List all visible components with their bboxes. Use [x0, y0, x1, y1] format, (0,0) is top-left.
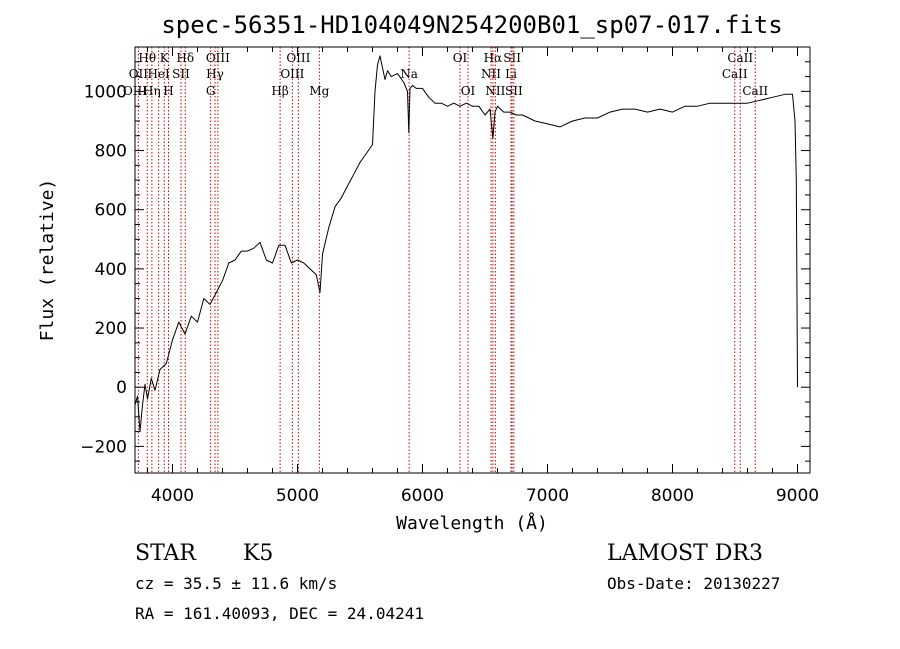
x-axis-label: Wavelength (Å) [396, 512, 548, 534]
y-tick-label: 1000 [84, 82, 127, 102]
y-axis-label: Flux (relative) [37, 179, 58, 342]
x-tick-label: 9000 [776, 486, 819, 506]
redshift-info: cz = 35.5 ± 11.6 km/s [135, 574, 337, 593]
y-tick-label: 400 [95, 260, 127, 280]
line-mark-label: SII [503, 51, 521, 65]
x-tick-label: 8000 [651, 486, 694, 506]
line-mark-label: OIII [286, 51, 310, 65]
line-mark-label: Hθ [138, 51, 156, 65]
x-tick-label: 4000 [151, 486, 194, 506]
line-mark-label: Hβ [271, 84, 288, 98]
line-mark-label: Hα [484, 51, 503, 65]
line-mark-label: Li [505, 67, 517, 81]
survey-name: LAMOST DR3 [607, 541, 763, 566]
line-mark-label: NII [481, 67, 501, 81]
coordinates: RA = 161.40093, DEC = 24.04241 [135, 604, 424, 623]
obs-date: Obs-Date: 20130227 [607, 574, 780, 593]
series-line-spectrum [134, 55, 798, 433]
line-mark-label: CaII [722, 67, 748, 81]
line-mark-label: SII [172, 67, 190, 81]
x-axis: 4000 5000 6000 7000 8000 9000 [147, 47, 819, 506]
line-mark-label: H [163, 84, 173, 98]
line-mark-label: Na [400, 67, 418, 81]
line-mark-label: Hη [143, 84, 161, 98]
object-class: STAR [135, 541, 197, 566]
chart-title: spec-56351-HD104049N254200B01_sp07-017.f… [161, 11, 782, 39]
line-mark-label: NII [485, 84, 505, 98]
line-mark-label: CaII [727, 51, 753, 65]
line-mark-label: Hγ [206, 67, 224, 81]
line-mark-label: OI [461, 84, 476, 98]
line-mark-label: K [160, 51, 170, 65]
y-tick-label: 600 [95, 201, 127, 221]
plot-frame [134, 46, 811, 474]
series-layer [134, 55, 798, 433]
line-mark-label: Mg [309, 84, 329, 98]
x-tick-label: 6000 [401, 486, 444, 506]
y-axis: −200 0 200 400 600 800 1000 [80, 61, 810, 462]
y-tick-label: 800 [95, 142, 127, 162]
line-mark-label: Hδ [176, 51, 194, 65]
line-mark-label: HeI [147, 67, 170, 81]
y-tick-label: 200 [95, 319, 127, 339]
line-mark-label: SII [505, 84, 523, 98]
line-mark-label: OI [453, 51, 468, 65]
line-mark-label: G [206, 84, 216, 98]
line-mark-label: OIII [206, 51, 230, 65]
object-subclass: K5 [243, 541, 273, 566]
x-tick-label: 7000 [526, 486, 569, 506]
line-mark-label: OII [129, 67, 149, 81]
line-mark-label: CaII [742, 84, 768, 98]
y-tick-label: 0 [116, 378, 127, 398]
y-tick-label: −200 [80, 437, 127, 457]
x-tick-label: 5000 [276, 486, 319, 506]
line-mark-label: OIII [280, 67, 304, 81]
